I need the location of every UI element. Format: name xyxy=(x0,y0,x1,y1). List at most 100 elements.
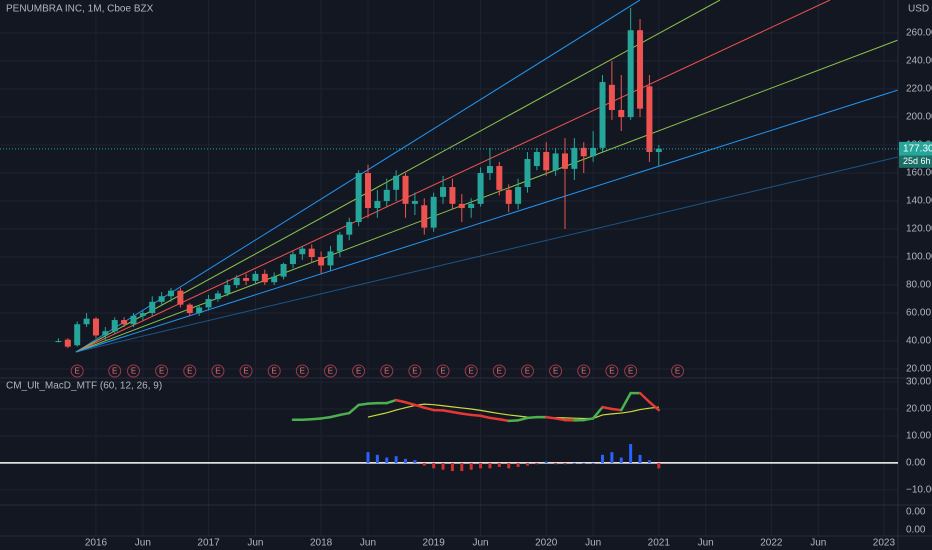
candle-body xyxy=(55,341,62,343)
macd-segment xyxy=(338,411,351,417)
earnings-marker xyxy=(183,364,197,378)
macd-segment xyxy=(441,409,454,414)
candle-body xyxy=(336,234,343,252)
x-tick-label: 2020 xyxy=(535,538,558,549)
macd-segment xyxy=(479,414,492,420)
candle-body xyxy=(637,30,644,109)
candle-body xyxy=(74,324,81,346)
countdown-tag xyxy=(899,155,932,168)
earnings-marker xyxy=(464,364,478,378)
candle-body xyxy=(121,320,128,325)
candle-body xyxy=(430,196,437,228)
candle-body xyxy=(411,201,418,204)
histogram-bar xyxy=(441,462,445,470)
fan-line xyxy=(75,89,899,353)
macd-segment xyxy=(507,419,520,423)
candle-body xyxy=(590,147,597,157)
histogram-bar xyxy=(572,462,576,464)
histogram-bar xyxy=(375,454,379,463)
macd-segment xyxy=(620,391,632,412)
candle-body xyxy=(355,173,362,223)
candle-body xyxy=(468,203,475,209)
candle-body xyxy=(233,278,240,286)
earnings-marker xyxy=(380,364,394,378)
histogram-bar xyxy=(601,454,605,463)
currency: USD xyxy=(908,4,929,15)
candle-body xyxy=(224,285,231,294)
x-tick-label: Jun xyxy=(810,538,826,549)
earnings-marker xyxy=(436,364,450,378)
candle-body xyxy=(618,110,625,118)
x-tick-label: 2018 xyxy=(310,538,333,549)
macd-segment xyxy=(347,403,360,415)
earnings-marker xyxy=(239,364,253,378)
y-tick-label: 220.00 xyxy=(906,84,932,95)
macd-segment xyxy=(554,417,567,422)
candle-body xyxy=(130,315,137,325)
candle-body xyxy=(383,189,390,202)
y-tick-label: 120.00 xyxy=(906,224,932,235)
pane-label: 0.00 xyxy=(906,507,926,518)
candle-body xyxy=(299,248,306,255)
earnings-marker xyxy=(323,364,337,378)
macd-segment xyxy=(394,398,407,404)
histogram-bar xyxy=(516,462,520,467)
indicator-title: CM_Ult_MacD_MTF (60, 12, 26, 9) xyxy=(6,381,162,392)
earnings-label: E xyxy=(469,367,474,376)
candle-body xyxy=(102,331,109,336)
grid xyxy=(0,0,898,536)
histogram-bar xyxy=(647,460,651,463)
earnings-marker xyxy=(267,364,281,378)
last-price-label: 177.30 xyxy=(903,143,932,154)
macd-segment xyxy=(544,415,557,420)
candle-body xyxy=(149,301,156,314)
y-tick-label: 30.00 xyxy=(906,377,931,388)
earnings-marker xyxy=(624,364,638,378)
earnings-label: E xyxy=(497,367,502,376)
candle-body xyxy=(477,173,484,204)
candle-body xyxy=(83,318,90,325)
y-tick-label: −10.00 xyxy=(906,485,932,496)
earnings-label: E xyxy=(628,367,633,376)
histogram-bar xyxy=(591,462,595,464)
candle-body xyxy=(449,187,456,204)
candle-body xyxy=(196,307,203,314)
macd-segment xyxy=(366,401,379,405)
histogram-bar xyxy=(366,452,370,463)
y-tick-label: 140.00 xyxy=(906,196,932,207)
histogram-bar xyxy=(422,462,426,466)
candle-body xyxy=(561,153,568,169)
macd-segment xyxy=(310,417,323,421)
candle-body xyxy=(139,313,146,316)
candle-body xyxy=(552,153,559,171)
earnings-label: E xyxy=(675,367,680,376)
countdown: 25d 6h xyxy=(903,156,931,166)
earnings-label: E xyxy=(356,367,361,376)
candle-body xyxy=(580,147,587,157)
macd-segment xyxy=(469,413,482,417)
earnings-marker xyxy=(549,364,563,378)
macd-segment xyxy=(329,413,342,419)
histogram-bar xyxy=(385,457,389,463)
candle-body xyxy=(214,293,221,300)
earnings-marker xyxy=(671,364,685,378)
candle-body xyxy=(280,264,287,277)
candle-body xyxy=(64,339,71,347)
earnings-label: E xyxy=(272,367,277,376)
earnings-label: E xyxy=(412,367,417,376)
histogram-bar xyxy=(413,460,417,463)
y-tick-label: 100.00 xyxy=(906,252,932,263)
candle-body xyxy=(496,166,503,190)
x-tick-label: Jun xyxy=(585,538,601,549)
macd-segment xyxy=(404,401,417,407)
candle-body xyxy=(571,147,578,169)
y-tick-label: 80.00 xyxy=(906,280,931,291)
candle-body xyxy=(92,318,99,336)
histogram-bar xyxy=(629,444,633,463)
histogram-bar xyxy=(497,462,501,467)
y-tick-label: 20.00 xyxy=(906,404,931,415)
y-tick-label: 240.00 xyxy=(906,56,932,67)
histogram-bar xyxy=(525,462,529,466)
candle-body xyxy=(599,82,606,148)
earnings-marker xyxy=(352,364,366,378)
